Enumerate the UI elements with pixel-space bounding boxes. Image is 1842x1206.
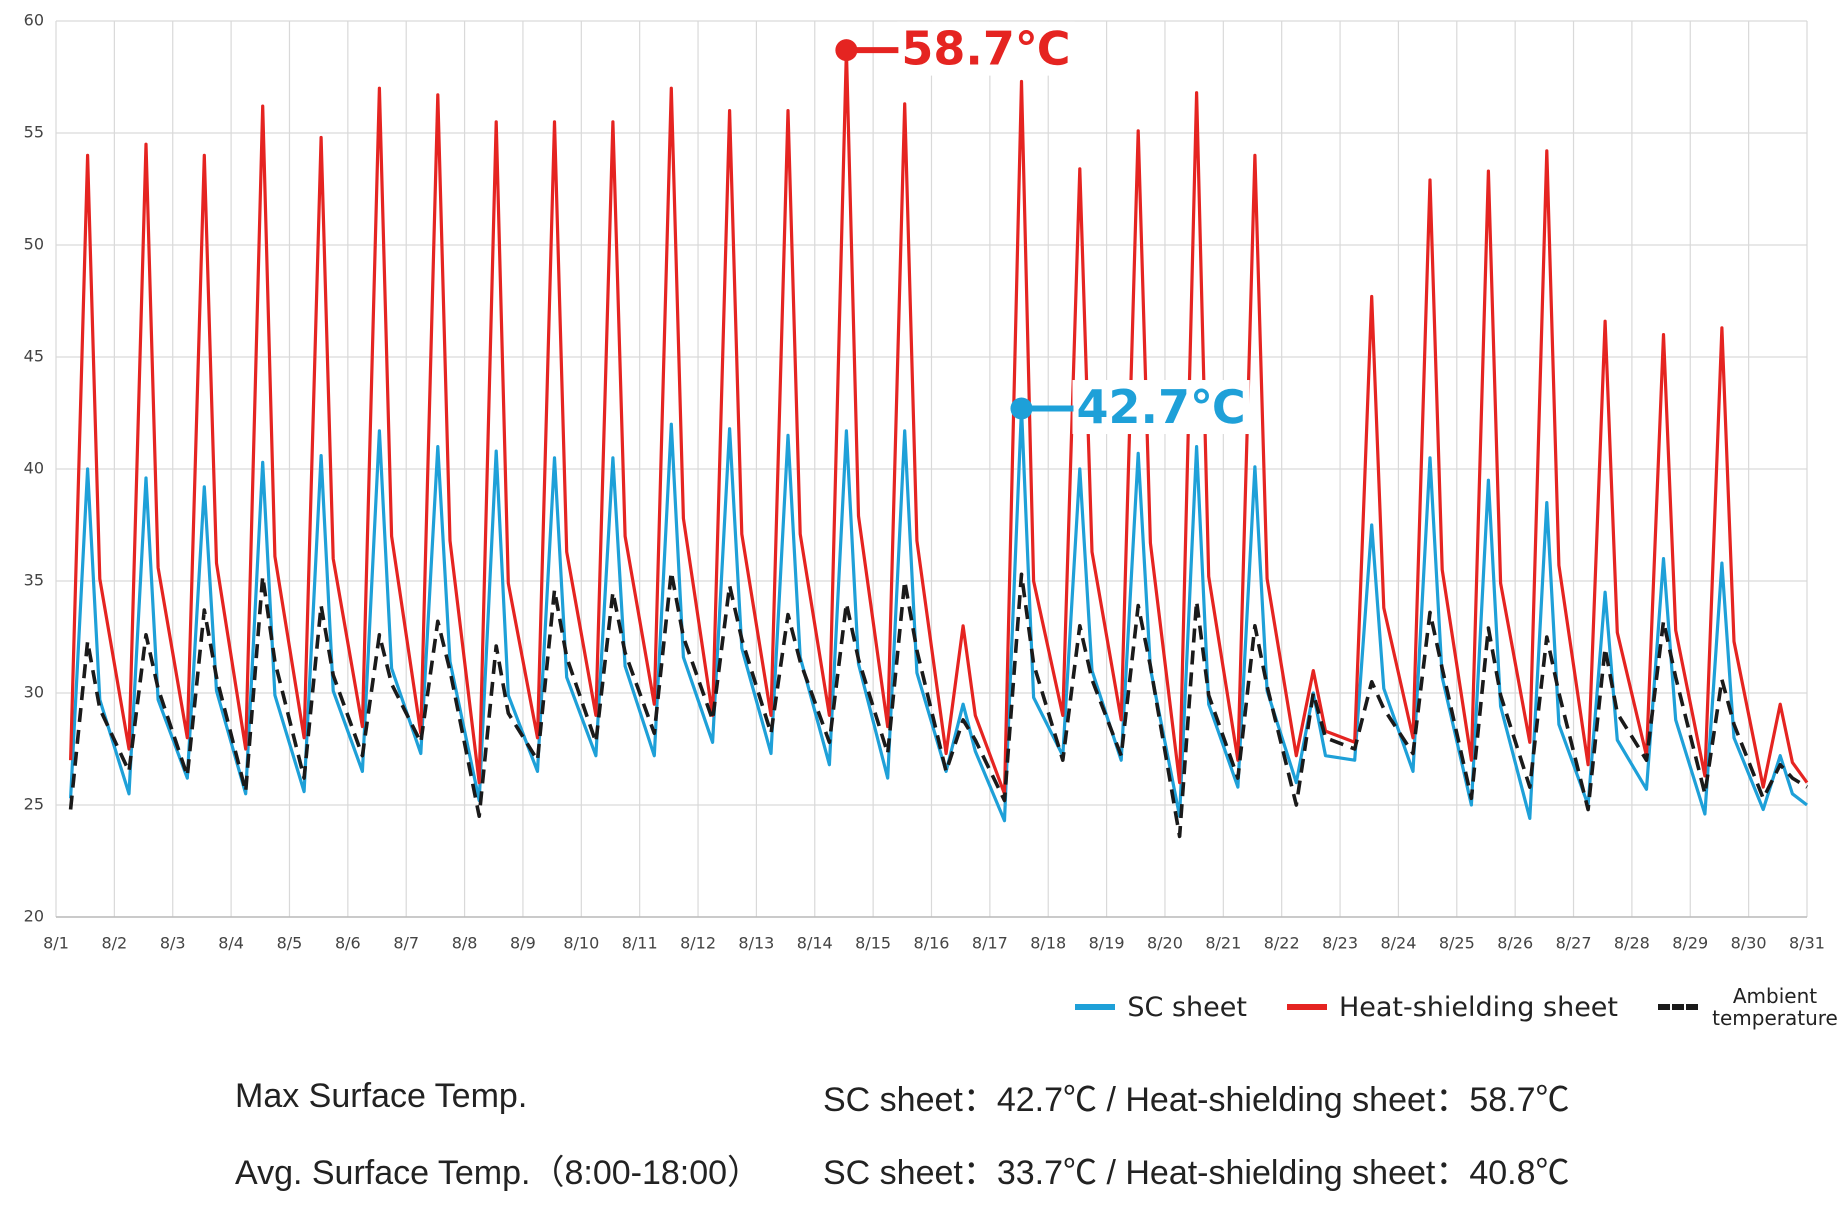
y-tick-label: 25 (24, 795, 44, 814)
legend-label: Ambient temperature (1712, 984, 1838, 1030)
x-tick-label: 8/20 (1147, 934, 1183, 953)
legend-label: Heat-shielding sheet (1338, 991, 1618, 1023)
summary-text: SC sheet：33.7℃ / Heat-shielding sheet：40… (823, 1154, 1570, 1192)
x-tick-label: 8/21 (1205, 934, 1241, 953)
x-tick-label: 8/29 (1672, 934, 1708, 953)
series-line (69, 48, 1809, 796)
x-tick-label: 8/22 (1264, 934, 1300, 953)
x-tick-label: 8/24 (1380, 934, 1416, 953)
annotation-dot (1010, 397, 1033, 420)
x-tick-label: 8/8 (452, 934, 478, 953)
x-tick-label: 8/18 (1030, 934, 1066, 953)
y-tick-label: 55 (24, 123, 44, 142)
series-line (68, 570, 1808, 839)
summary-text: SC sheet：42.7℃ / Heat-shielding sheet：58… (823, 1081, 1570, 1119)
y-tick-label: 45 (24, 347, 44, 366)
legend-swatch (1658, 1004, 1698, 1010)
legend-label: SC sheet (1127, 991, 1247, 1023)
x-tick-label: 8/6 (335, 934, 361, 953)
series-line (69, 406, 1808, 823)
x-tick-label: 8/13 (738, 934, 774, 953)
x-tick-label: 8/19 (1089, 934, 1125, 953)
legend: SC sheet Heat-shielding sheet Ambient temp… (1075, 985, 1840, 1029)
x-tick-label: 8/14 (797, 934, 833, 953)
legend-swatch (1286, 1004, 1327, 1010)
summary: Max Surface Temp. SC sheet：42.7℃ / Heat-s… (235, 1060, 1570, 1206)
x-tick-label: 8/11 (622, 934, 658, 953)
legend-item: Ambient temperature (1658, 985, 1840, 1029)
y-tick-label: 40 (24, 459, 44, 478)
x-tick-label: 8/9 (510, 934, 536, 953)
x-tick-label: 8/15 (855, 934, 891, 953)
summary-row: Avg. Surface Temp.（8:00-18:00） SC sheet：3… (235, 1133, 1570, 1206)
x-tick-label: 8/27 (1556, 934, 1592, 953)
x-tick-label: 8/4 (218, 934, 244, 953)
summary-row: Max Surface Temp. SC sheet：42.7℃ / Heat-s… (235, 1060, 1570, 1133)
x-tick-label: 8/16 (914, 934, 950, 953)
x-tick-label: 8/10 (563, 934, 599, 953)
chart: 20 25 30 35 40 45 50 55 60 8/1 8/2 8/3 8/4 8/5 8/6 8/7 8… (24, 11, 1825, 953)
x-tick-label: 8/26 (1497, 934, 1533, 953)
annotation-text: 58.7℃ (901, 22, 1070, 76)
annotation-bg (897, 21, 1075, 76)
x-tick-label: 8/7 (393, 934, 419, 953)
legend-item: Heat-shielding sheet (1286, 991, 1618, 1023)
x-tick-label: 8/31 (1789, 934, 1825, 953)
y-tick-label: 20 (24, 907, 44, 926)
x-tick-label: 8/28 (1614, 934, 1650, 953)
summary-label: Avg. Surface Temp.（8:00-18:00） (235, 1154, 762, 1192)
y-tick-label: 50 (24, 235, 44, 254)
annotation-dot (835, 39, 858, 62)
y-tick-label: 30 (24, 683, 44, 702)
summary-label: Max Surface Temp. (235, 1077, 528, 1115)
legend-swatch (1075, 1004, 1116, 1010)
x-tick-label: 8/17 (972, 934, 1008, 953)
x-tick-label: 8/25 (1439, 934, 1475, 953)
x-tick-label: 8/1 (43, 934, 69, 953)
y-tick-label: 35 (24, 571, 44, 590)
x-tick-label: 8/30 (1731, 934, 1767, 953)
x-tick-label: 8/3 (160, 934, 186, 953)
x-tick-label: 8/12 (680, 934, 716, 953)
annotation-text: 42.7℃ (1076, 380, 1245, 434)
x-tick-label: 8/2 (101, 934, 127, 953)
y-tick-label: 60 (24, 11, 44, 30)
annotation-bg (1072, 380, 1250, 435)
legend-item: SC sheet (1075, 992, 1247, 1023)
x-tick-label: 8/5 (277, 934, 303, 953)
x-tick-label: 8/23 (1322, 934, 1358, 953)
